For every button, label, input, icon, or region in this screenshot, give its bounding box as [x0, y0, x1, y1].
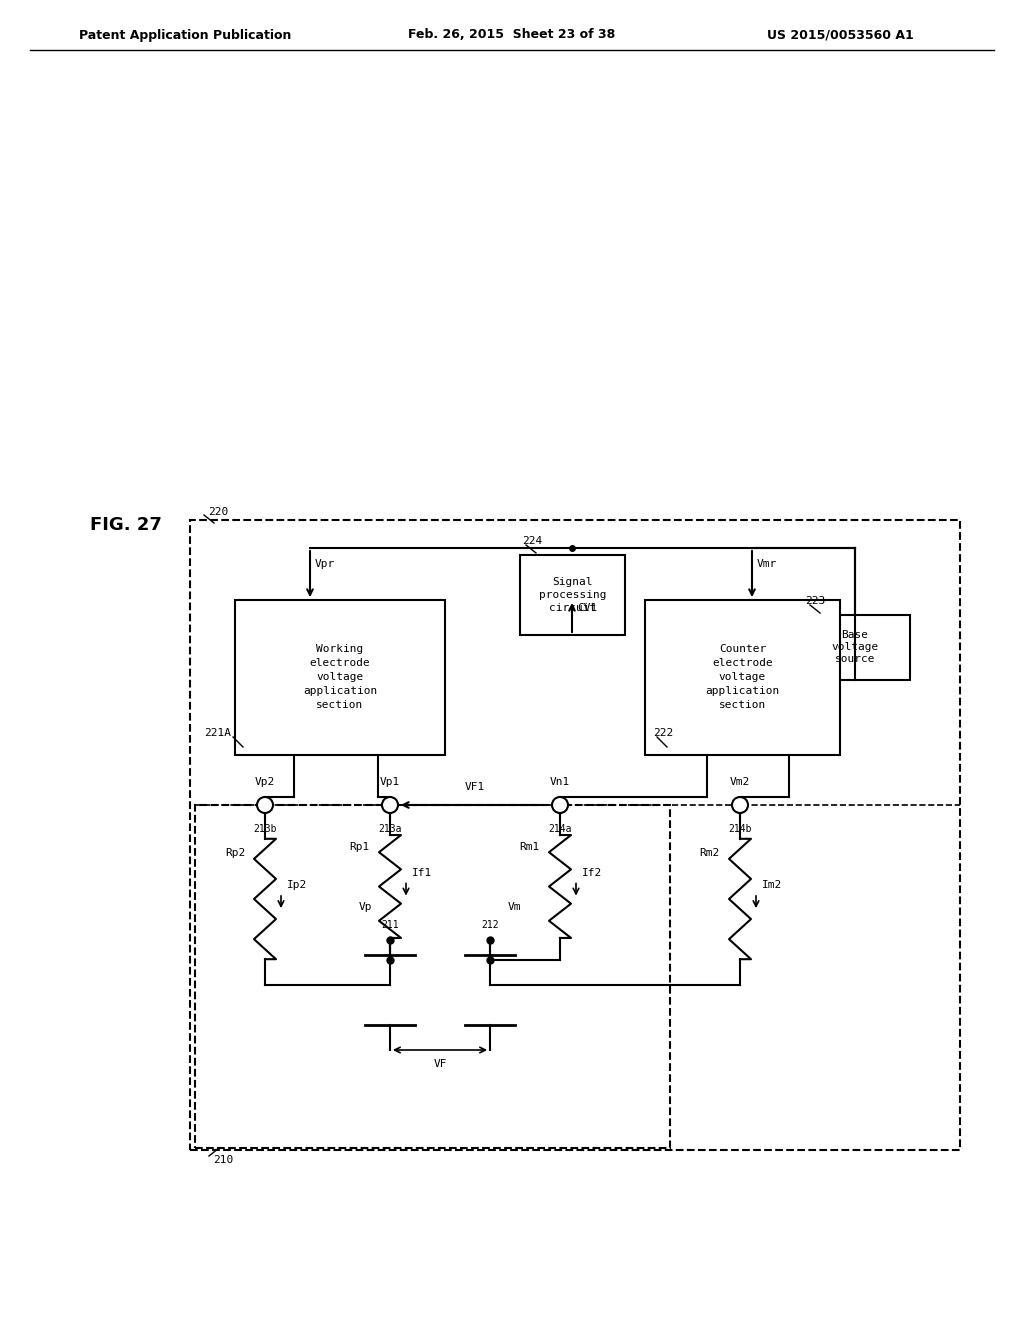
Text: 221A: 221A — [204, 729, 231, 738]
Circle shape — [732, 797, 748, 813]
Text: Vn1: Vn1 — [550, 777, 570, 787]
Text: 213b: 213b — [253, 824, 276, 834]
Text: Signal: Signal — [552, 577, 593, 587]
Text: CV1: CV1 — [577, 603, 597, 612]
Bar — [234, 601, 445, 755]
Text: FIG. 27: FIG. 27 — [90, 516, 162, 535]
Text: Rp1: Rp1 — [350, 842, 370, 853]
Text: 214a: 214a — [548, 824, 571, 834]
Circle shape — [257, 797, 273, 813]
Text: 214b: 214b — [728, 824, 752, 834]
Circle shape — [552, 797, 568, 813]
Bar — [800, 615, 910, 680]
Bar — [520, 554, 625, 635]
Text: Vp2: Vp2 — [255, 777, 275, 787]
Text: processing: processing — [539, 590, 606, 601]
Text: 222: 222 — [653, 729, 673, 738]
Text: source: source — [835, 655, 876, 664]
Text: US 2015/0053560 A1: US 2015/0053560 A1 — [767, 29, 913, 41]
Text: 211: 211 — [381, 920, 398, 931]
Text: Im2: Im2 — [762, 880, 782, 890]
Text: voltage: voltage — [316, 672, 364, 682]
Text: If2: If2 — [582, 867, 602, 878]
Text: Base: Base — [842, 631, 868, 640]
Text: electrode: electrode — [712, 659, 773, 668]
Text: Vp1: Vp1 — [380, 777, 400, 787]
Text: application: application — [706, 686, 779, 697]
Text: Rp2: Rp2 — [224, 849, 245, 858]
Text: Vmr: Vmr — [757, 558, 777, 569]
Text: application: application — [303, 686, 377, 697]
Text: 210: 210 — [213, 1155, 233, 1166]
Text: voltage: voltage — [719, 672, 766, 682]
Text: VF1: VF1 — [465, 781, 485, 792]
Circle shape — [382, 797, 398, 813]
Text: circuit: circuit — [549, 603, 596, 612]
Text: If1: If1 — [412, 867, 432, 878]
Text: 223: 223 — [805, 597, 825, 606]
Text: section: section — [316, 701, 364, 710]
Text: Ip2: Ip2 — [287, 880, 307, 890]
Text: section: section — [719, 701, 766, 710]
Text: Rm2: Rm2 — [699, 849, 720, 858]
Text: Vm2: Vm2 — [730, 777, 751, 787]
Bar — [645, 601, 840, 755]
Text: 224: 224 — [522, 536, 543, 546]
Text: 213a: 213a — [378, 824, 401, 834]
Text: VF: VF — [433, 1059, 446, 1069]
Text: electrode: electrode — [309, 659, 371, 668]
Text: voltage: voltage — [831, 643, 879, 652]
Text: Vp: Vp — [358, 902, 372, 912]
Text: Working: Working — [316, 644, 364, 655]
Text: Feb. 26, 2015  Sheet 23 of 38: Feb. 26, 2015 Sheet 23 of 38 — [409, 29, 615, 41]
Text: Vm: Vm — [508, 902, 521, 912]
Text: Rm1: Rm1 — [520, 842, 540, 853]
Text: Patent Application Publication: Patent Application Publication — [79, 29, 291, 41]
Text: 212: 212 — [481, 920, 499, 931]
Text: Vpr: Vpr — [315, 558, 335, 569]
Text: 220: 220 — [208, 507, 228, 517]
Text: Counter: Counter — [719, 644, 766, 655]
